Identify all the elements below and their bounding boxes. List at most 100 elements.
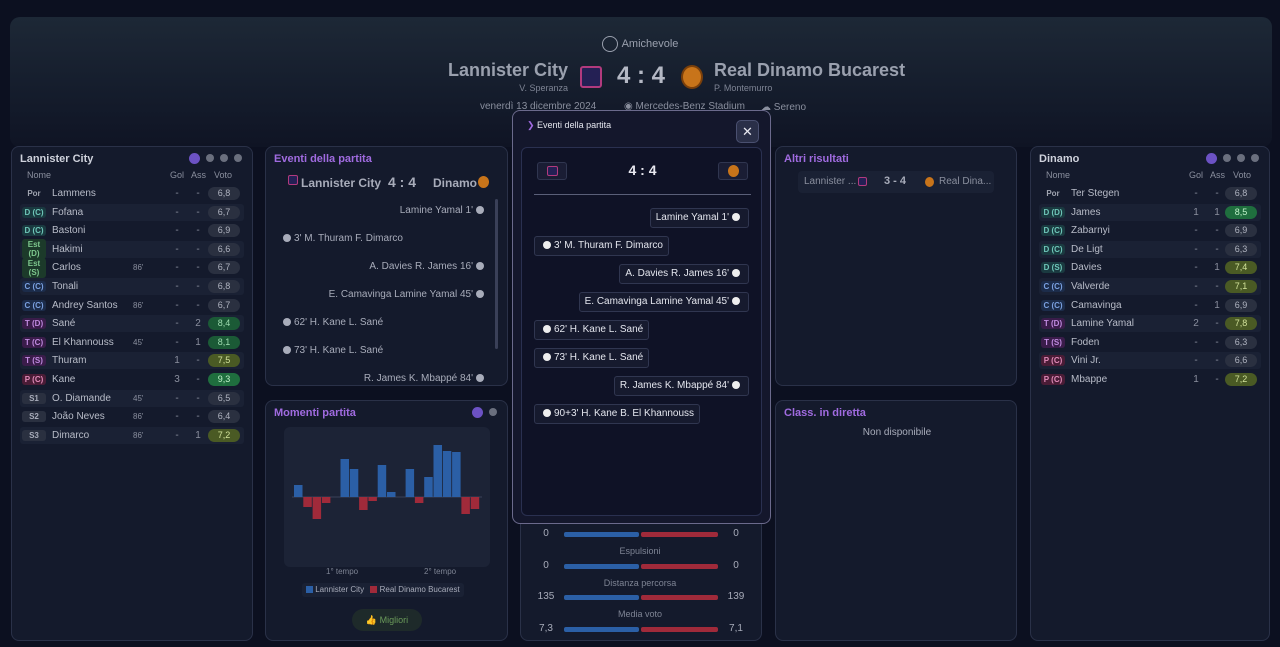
player-name: Foden [1071, 336, 1100, 348]
stat-away-bar [641, 595, 718, 600]
col-name: Nome [1046, 170, 1071, 180]
player-row[interactable]: T (D) Sané - 2 8,4 [20, 315, 244, 333]
event-item[interactable]: 3' M. Thuram F. Dimarco [280, 233, 403, 244]
player-name: Ter Stegen [1071, 188, 1120, 199]
away-crest-icon [925, 177, 934, 187]
stat-away-bar [641, 532, 718, 537]
pager-dot[interactable] [1251, 154, 1259, 162]
player-row[interactable]: Est (D) Hakimi - -6,6 [20, 239, 244, 260]
result-home: Lannister ... [804, 176, 857, 187]
event-item[interactable]: A. Davies R. James 16' [619, 264, 749, 284]
player-row[interactable]: P (C) Mbappe 1 -7,2 [1039, 371, 1261, 388]
substitution-time: 86' [133, 412, 144, 422]
player-row[interactable]: T (S) Thuram 1 -7,5 [20, 352, 244, 370]
player-row[interactable]: T (D) Lamine Yamal 2 -7,8 [1039, 315, 1261, 333]
home-team-name[interactable]: Lannister City [447, 60, 568, 80]
event-item[interactable]: 62' H. Kane L. Sané [534, 320, 650, 340]
player-name: James [1071, 206, 1101, 218]
vote-badge: 6,9 [208, 224, 240, 238]
event-item[interactable]: E. Camavinga Lamine Yamal 45' [329, 289, 487, 300]
player-row[interactable]: Est (S) Carlos 86' - -6,7 [20, 257, 244, 278]
player-row[interactable]: D (C) De Ligt - -6,3 [1039, 240, 1261, 258]
lineup-pager[interactable] [189, 152, 242, 164]
scrollbar[interactable] [495, 199, 498, 349]
pager-dot[interactable] [489, 408, 497, 416]
pager-dot[interactable] [1223, 154, 1231, 162]
player-row[interactable]: C (C) Valverde - -7,1 [1039, 278, 1261, 295]
event-text: A. Davies R. James 16' [369, 261, 473, 272]
pager-dot[interactable] [189, 152, 200, 164]
player-row[interactable]: S3 Dimarco 86' - 1 7,2 [20, 426, 244, 444]
position-badge: D (C) [22, 206, 46, 218]
event-item[interactable]: 73' H. Kane L. Sané [280, 345, 383, 356]
match-date: venerdì 13 dicembre 2024 [480, 101, 597, 112]
vote-badge: 6,9 [1225, 298, 1257, 312]
stat-away-value: 7,1 [729, 622, 743, 634]
away-bar [303, 497, 312, 507]
event-item[interactable]: R. James K. Mbappé 84' [364, 373, 487, 384]
home-lineup-title: Lannister City [20, 153, 94, 165]
away-crest-icon [728, 165, 739, 177]
player-row[interactable]: T (S) Foden - -6,3 [1039, 334, 1261, 351]
vote-badge: 8,4 [208, 317, 240, 331]
assists-value: 1 [1214, 299, 1220, 311]
assists-value: 1 [1214, 262, 1220, 274]
stat-home-bar [564, 595, 639, 600]
result-row[interactable]: Lannister ... 3 - 4 Real Dina... [798, 171, 994, 193]
player-name: Andrey Santos [52, 299, 118, 311]
best-button[interactable]: 👍 Migliori [352, 609, 422, 631]
event-text: 90+3' H. Kane B. El Khannouss [554, 408, 695, 419]
player-row[interactable]: S2 João Neves 86' - -6,4 [20, 408, 244, 425]
pager-dot[interactable] [472, 406, 483, 418]
player-row[interactable]: Por Lammens - -6,8 [20, 185, 244, 202]
event-item[interactable]: Lamine Yamal 1' [400, 205, 487, 216]
player-row[interactable]: D (C) Fofana - -6,7 [20, 203, 244, 221]
event-item[interactable]: 73' H. Kane L. Sané [534, 348, 650, 368]
event-text: E. Camavinga Lamine Yamal 45' [584, 296, 729, 307]
pager-dot[interactable] [206, 154, 214, 162]
other-results-title: Altri risultati [784, 153, 849, 165]
event-item[interactable]: 3' M. Thuram F. Dimarco [534, 236, 669, 256]
col-vote: Voto [214, 170, 233, 180]
goal-icon [476, 206, 484, 215]
legend-away: Real Dinamo Bucarest [379, 585, 460, 594]
pager-dot[interactable] [220, 154, 228, 162]
event-item[interactable]: 62' H. Kane L. Sané [280, 317, 383, 328]
player-row[interactable]: P (C) Vini Jr. - -6,6 [1039, 352, 1261, 370]
player-row[interactable]: D (C) Zabarnyi - -6,9 [1039, 222, 1261, 239]
home-bar [405, 469, 415, 497]
goal-icon [732, 381, 740, 390]
goals-value: - [175, 243, 179, 255]
lineup-pager[interactable] [1206, 152, 1259, 164]
pager-dot[interactable] [1206, 152, 1217, 164]
event-item[interactable]: 90+3' H. Kane B. El Khannouss [534, 404, 701, 424]
player-row[interactable]: P (C) Kane 3 -9,3 [20, 371, 244, 388]
player-row[interactable]: D (D) James 1 1 8,5 [1039, 203, 1261, 221]
event-item[interactable]: A. Davies R. James 16' [369, 261, 487, 272]
events-title: Eventi della partita [274, 153, 372, 165]
player-row[interactable]: S1 O. Diamande 45' - -6,5 [20, 389, 244, 407]
assists-value: - [196, 206, 200, 218]
close-button[interactable]: ✕ [736, 120, 759, 143]
position-badge: Por [1046, 189, 1060, 198]
moments-pager[interactable] [472, 406, 497, 418]
position-badge: Por [27, 189, 41, 198]
event-item[interactable]: R. James K. Mbappé 84' [613, 376, 749, 396]
player-row[interactable]: D (S) Davies - 1 7,4 [1039, 259, 1261, 276]
player-row[interactable]: C (C) Tonali - -6,8 [20, 278, 244, 295]
pager-dot[interactable] [1237, 154, 1245, 162]
player-row[interactable]: C (C) Andrey Santos 86' - -6,7 [20, 297, 244, 314]
goals-value: - [1194, 355, 1198, 367]
player-row[interactable]: D (C) Bastoni - -6,9 [20, 222, 244, 239]
event-item[interactable]: Lamine Yamal 1' [649, 208, 749, 228]
legend-home: Lannister City [315, 585, 365, 594]
away-team-name[interactable]: Real Dinamo Bucarest [714, 60, 906, 80]
legend-home-swatch [306, 586, 313, 594]
player-row[interactable]: T (C) El Khannouss 45' - 1 8,1 [20, 334, 244, 351]
pager-dot[interactable] [234, 154, 242, 162]
player-row[interactable]: C (C) Camavinga - 1 6,9 [1039, 297, 1261, 314]
position-badge: D (C) [1041, 243, 1065, 255]
player-row[interactable]: Por Ter Stegen - -6,8 [1039, 185, 1261, 202]
player-name: Thuram [52, 355, 87, 367]
event-item[interactable]: E. Camavinga Lamine Yamal 45' [578, 292, 749, 312]
